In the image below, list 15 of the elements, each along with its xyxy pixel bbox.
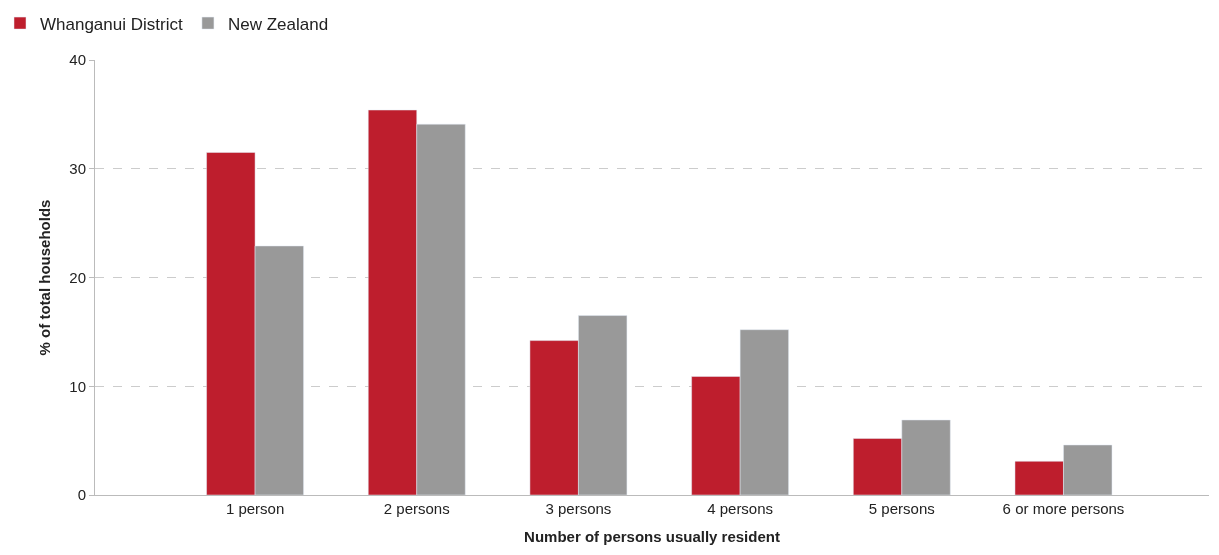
x-tick-label: 4 persons xyxy=(707,500,774,517)
y-tick-label: 0 xyxy=(77,486,86,504)
y-tick-label: 20 xyxy=(69,268,86,286)
y-axis-title: % of total households xyxy=(35,199,53,356)
x-tick-label: 1 person xyxy=(225,500,285,517)
x-tick-label: 3 persons xyxy=(545,500,612,517)
y-tick-label: 10 xyxy=(69,377,86,395)
legend-label: New Zealand xyxy=(227,14,329,34)
legend-label: Whanganui District xyxy=(40,14,183,34)
x-tick-label: 6 or more persons xyxy=(1002,500,1125,517)
x-tick-label: 5 persons xyxy=(868,500,935,517)
y-tick-label: 30 xyxy=(69,160,86,177)
x-axis-title: Number of persons usually resident xyxy=(524,528,780,545)
y-tick-label: 40 xyxy=(69,51,86,69)
x-tick-label: 2 persons xyxy=(383,500,450,517)
